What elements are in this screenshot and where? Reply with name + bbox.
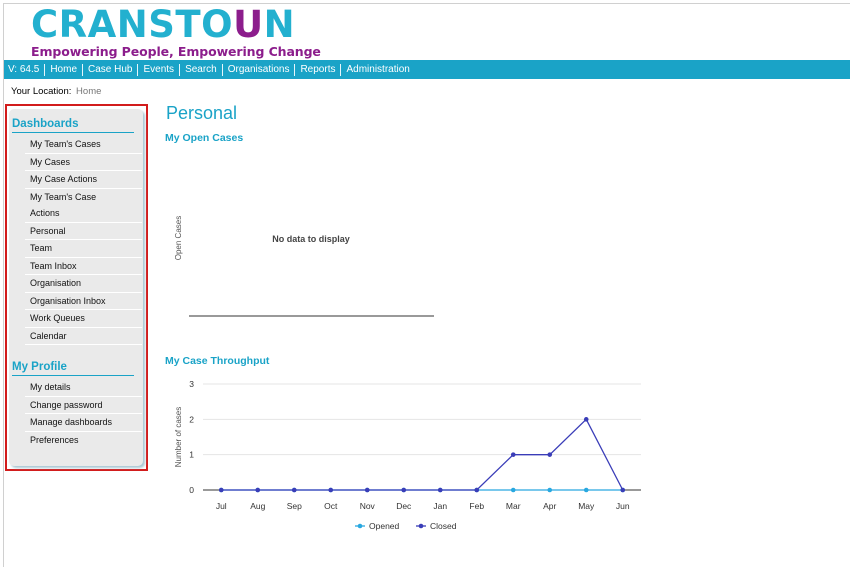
x-tick-label: Aug bbox=[250, 501, 265, 511]
logo-tagline: Empowering People, Empowering Change bbox=[31, 44, 321, 59]
breadcrumb-home-link[interactable]: Home bbox=[76, 86, 102, 97]
sidebar-item-my-case-actions[interactable]: My Case Actions bbox=[25, 171, 142, 189]
data-point-closed bbox=[291, 487, 297, 493]
x-tick-label: Apr bbox=[543, 501, 556, 511]
x-tick-label: Mar bbox=[506, 501, 521, 511]
nav-home[interactable]: Home bbox=[45, 63, 84, 76]
sidebar-item-organisation-inbox[interactable]: Organisation Inbox bbox=[25, 293, 142, 310]
sidebar-item-personal[interactable]: Personal bbox=[25, 223, 142, 240]
no-data-message: No data to display bbox=[272, 234, 350, 244]
series-line-closed bbox=[221, 418, 624, 491]
breadcrumb-label: Your Location: bbox=[11, 86, 72, 97]
sidebar-item-calendar[interactable]: Calendar bbox=[25, 328, 142, 345]
sidebar-item-my-details[interactable]: My details bbox=[25, 379, 142, 397]
data-point-opened bbox=[547, 487, 553, 493]
y-tick-label: 2 bbox=[189, 414, 194, 424]
y-tick-label: 1 bbox=[189, 450, 194, 460]
x-tick-label: Jan bbox=[433, 501, 447, 511]
sidebar-item-change-password[interactable]: Change password bbox=[25, 397, 142, 414]
data-point-closed bbox=[401, 487, 407, 493]
x-tick-label: Jul bbox=[216, 501, 227, 511]
dashboards-heading: Dashboards bbox=[12, 118, 134, 133]
throughput-title: My Case Throughput bbox=[165, 355, 270, 367]
page-frame bbox=[3, 3, 850, 567]
sidebar-item-my-teams-cases[interactable]: My Team's Cases bbox=[25, 136, 142, 154]
legend-marker-opened bbox=[357, 523, 363, 529]
x-tick-label: Jun bbox=[616, 501, 630, 511]
nav-organisations[interactable]: Organisations bbox=[223, 63, 296, 76]
main-nav: V: 64.5 Home Case Hub Events Search Orga… bbox=[4, 60, 850, 79]
data-point-closed bbox=[255, 487, 261, 493]
nav-reports[interactable]: Reports bbox=[295, 63, 342, 76]
sidebar-item-team-inbox[interactable]: Team Inbox bbox=[25, 258, 142, 275]
sidebar-item-preferences[interactable]: Preferences bbox=[30, 434, 79, 445]
logo-wordmark: CRANSTOUN bbox=[31, 3, 296, 46]
sidebar-item-my-teams-case-actions-cont[interactable]: Actions bbox=[25, 205, 142, 223]
data-point-closed bbox=[474, 487, 480, 493]
y-tick-label: 3 bbox=[189, 379, 194, 389]
y-tick-label: 0 bbox=[189, 485, 194, 495]
dashboards-list: My Team's Cases My Cases My Case Actions… bbox=[25, 136, 142, 345]
page-title: Personal bbox=[166, 103, 238, 123]
legend-marker-closed bbox=[418, 523, 424, 529]
x-tick-label: Oct bbox=[324, 501, 338, 511]
legend-label-closed: Closed bbox=[430, 521, 457, 531]
legend-label-opened: Opened bbox=[369, 521, 400, 531]
nav-administration[interactable]: Administration bbox=[346, 63, 410, 75]
throughput-y-axis-label: Number of cases bbox=[174, 407, 183, 467]
data-point-opened bbox=[510, 487, 516, 493]
sidebar-item-manage-dashboards[interactable]: Manage dashboards bbox=[25, 414, 142, 432]
data-point-closed bbox=[437, 487, 443, 493]
data-point-closed bbox=[620, 487, 626, 493]
sidebar-highlight-outline bbox=[5, 104, 148, 471]
sidebar-item-team[interactable]: Team bbox=[25, 240, 142, 258]
data-point-closed bbox=[328, 487, 334, 493]
nav-search[interactable]: Search bbox=[180, 63, 223, 76]
sidebar-item-organisation[interactable]: Organisation bbox=[25, 275, 142, 293]
data-point-closed bbox=[583, 417, 589, 422]
throughput-chart: Number of cases 0 1 2 3 Jul Aug Sep Oct Nov Dec Jan… bbox=[174, 379, 641, 531]
data-point-closed bbox=[218, 487, 224, 493]
profile-list: My details Change password Manage dashbo… bbox=[25, 379, 142, 448]
my-profile-heading: My Profile bbox=[12, 361, 134, 376]
open-cases-chart: Open Cases No data to display bbox=[174, 216, 434, 317]
breadcrumb: Your Location: Home bbox=[11, 86, 101, 97]
nav-events[interactable]: Events bbox=[138, 63, 181, 76]
cranstoun-logo[interactable]: CRANSTOUN Empowering People, Empowering … bbox=[31, 6, 321, 59]
sidebar-item-my-cases[interactable]: My Cases bbox=[25, 154, 142, 171]
nav-case-hub[interactable]: Case Hub bbox=[83, 63, 139, 76]
sidebar: Dashboards My Team's Cases My Cases My C… bbox=[9, 109, 143, 466]
data-point-closed bbox=[510, 452, 516, 457]
x-tick-label: Dec bbox=[396, 501, 412, 511]
x-tick-label: May bbox=[578, 501, 595, 511]
open-cases-title: My Open Cases bbox=[165, 132, 244, 144]
sidebar-item-my-teams-case-actions[interactable]: My Team's Case bbox=[30, 191, 97, 202]
x-tick-label: Feb bbox=[469, 501, 484, 511]
open-cases-y-axis-label: Open Cases bbox=[174, 216, 183, 260]
version-label: V: 64.5 bbox=[4, 63, 46, 76]
x-tick-label: Nov bbox=[360, 501, 376, 511]
sidebar-item-work-queues[interactable]: Work Queues bbox=[25, 310, 142, 328]
data-point-opened bbox=[583, 487, 589, 493]
data-point-closed bbox=[364, 487, 370, 493]
x-tick-label: Sep bbox=[287, 501, 302, 511]
data-point-closed bbox=[547, 452, 553, 457]
